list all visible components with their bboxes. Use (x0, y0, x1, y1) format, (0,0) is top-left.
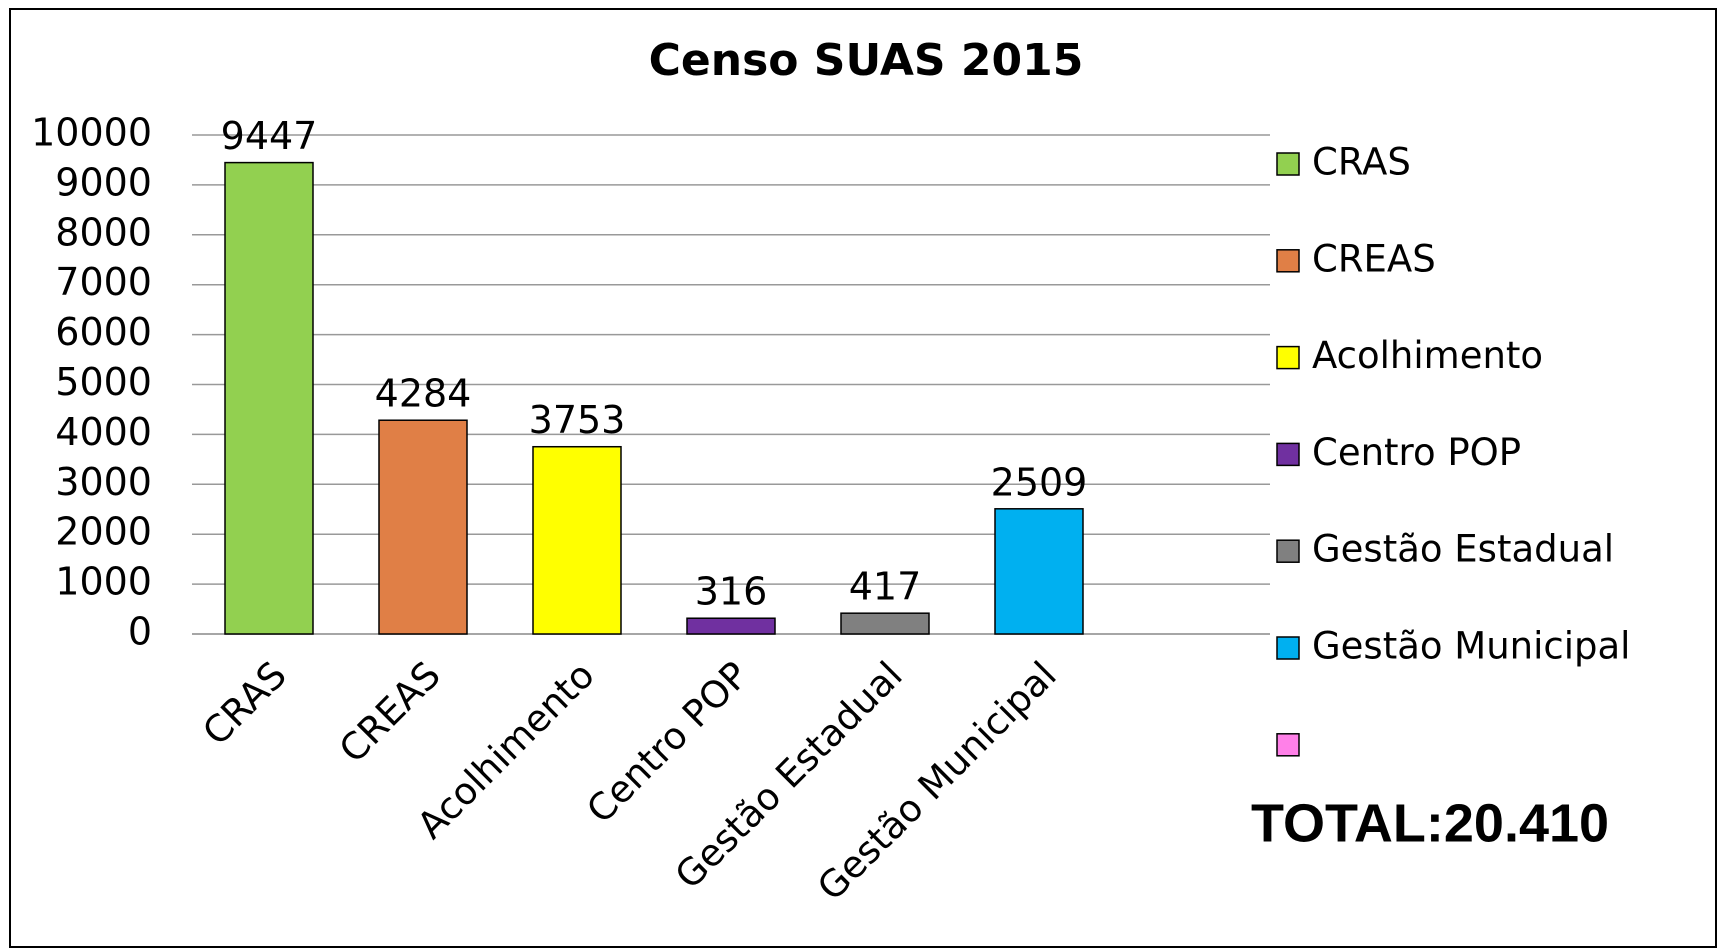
y-tick-label: 1000 (55, 560, 152, 604)
y-tick-label: 7000 (55, 260, 152, 304)
bar (532, 445, 622, 635)
y-tick-label: 4000 (55, 410, 152, 454)
bar (378, 419, 468, 635)
y-tick-label: 2000 (55, 510, 152, 554)
bar (840, 612, 930, 635)
y-tick-label: 10000 (31, 111, 152, 155)
y-tick-label: 0 (128, 610, 152, 654)
legend-label: Acolhimento (1312, 334, 1543, 377)
legend-swatch (1276, 345, 1300, 370)
legend-label: CRAS (1312, 141, 1411, 184)
total-annotation: TOTAL:20.410 (1251, 793, 1609, 853)
legend-swatch (1276, 733, 1300, 757)
legend-swatch (1276, 636, 1300, 660)
bar (224, 161, 314, 635)
legend-swatch (1276, 152, 1300, 176)
legend-label: Gestão Municipal (1312, 625, 1630, 668)
data-label: 417 (849, 565, 922, 609)
y-tick-label: 8000 (55, 210, 152, 254)
y-tick-label: 9000 (55, 160, 152, 204)
bar (994, 508, 1084, 635)
legend-swatch (1276, 249, 1300, 273)
y-tick-label: 5000 (55, 360, 152, 404)
data-label: 316 (695, 570, 768, 614)
legend-swatch (1276, 539, 1300, 563)
legend-label: Centro POP (1312, 431, 1521, 474)
legend-swatch (1276, 442, 1300, 467)
legend-label: CREAS (1312, 237, 1436, 280)
data-label: 4284 (375, 372, 472, 416)
legend-label: Gestão Estadual (1312, 528, 1614, 571)
y-tick-label: 3000 (55, 460, 152, 504)
bar (686, 617, 776, 635)
data-label: 9447 (221, 114, 318, 158)
y-tick-label: 6000 (55, 310, 152, 354)
chart-title: Censo SUAS 2015 (649, 35, 1084, 86)
data-label: 3753 (529, 398, 626, 442)
data-label: 2509 (991, 460, 1088, 504)
